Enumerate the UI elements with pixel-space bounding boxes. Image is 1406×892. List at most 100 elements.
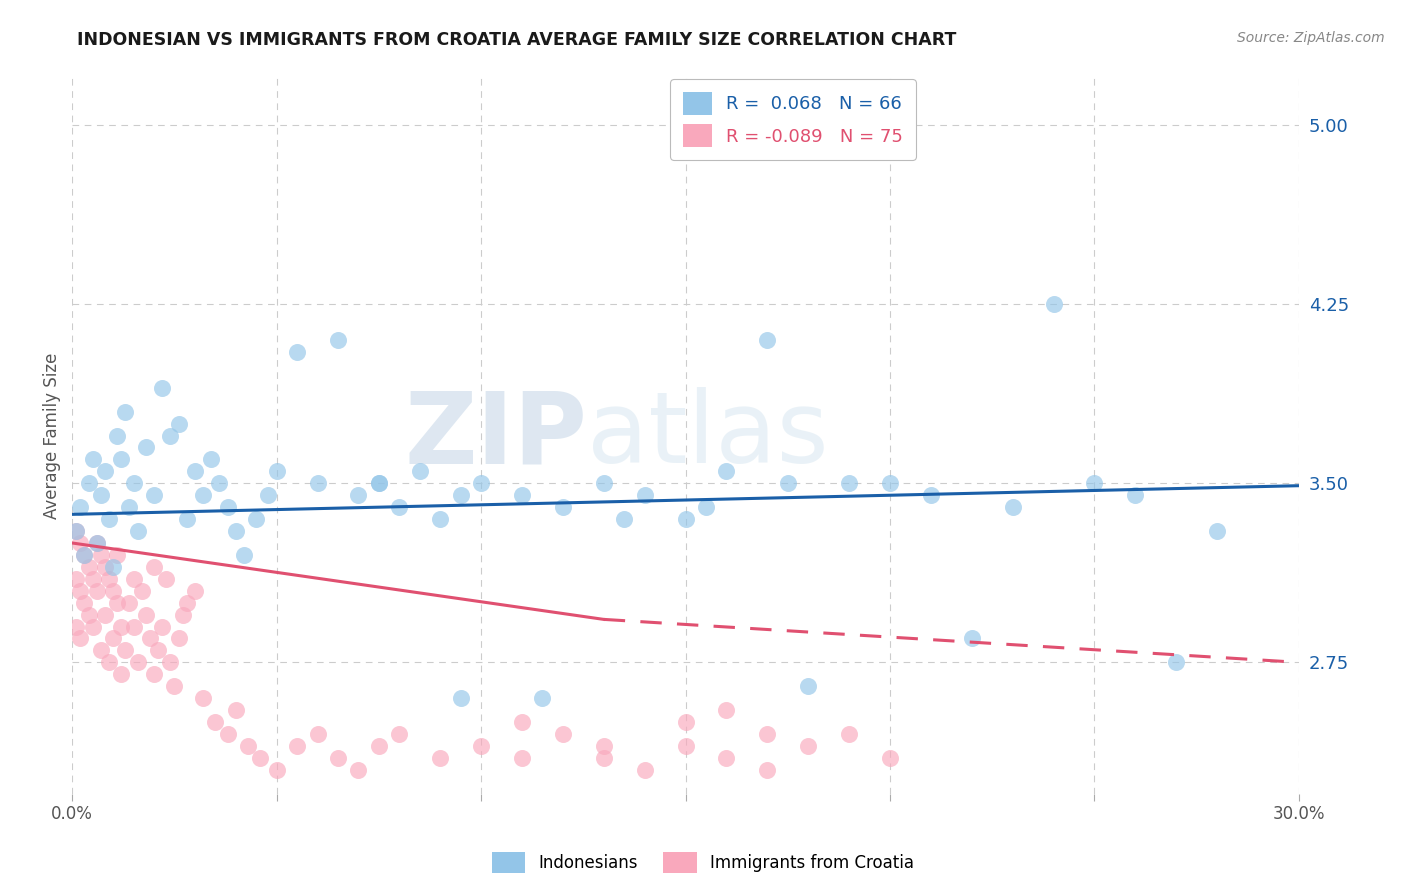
Text: Source: ZipAtlas.com: Source: ZipAtlas.com	[1237, 31, 1385, 45]
Point	[592, 751, 614, 765]
Point	[131, 583, 153, 598]
Point	[675, 512, 697, 526]
Point	[105, 548, 128, 562]
Point	[285, 739, 308, 753]
Point	[388, 727, 411, 741]
Point	[167, 632, 190, 646]
Point	[838, 727, 860, 741]
Point	[531, 691, 554, 706]
Point	[204, 714, 226, 729]
Point	[110, 667, 132, 681]
Point	[200, 452, 222, 467]
Point	[245, 512, 267, 526]
Point	[114, 405, 136, 419]
Point	[146, 643, 169, 657]
Point	[838, 476, 860, 491]
Point	[150, 619, 173, 633]
Point	[98, 572, 121, 586]
Point	[191, 488, 214, 502]
Point	[429, 751, 451, 765]
Point	[159, 428, 181, 442]
Point	[86, 536, 108, 550]
Text: INDONESIAN VS IMMIGRANTS FROM CROATIA AVERAGE FAMILY SIZE CORRELATION CHART: INDONESIAN VS IMMIGRANTS FROM CROATIA AV…	[77, 31, 956, 49]
Point	[77, 560, 100, 574]
Point	[879, 476, 901, 491]
Point	[450, 488, 472, 502]
Point	[139, 632, 162, 646]
Point	[73, 548, 96, 562]
Point	[127, 656, 149, 670]
Point	[776, 476, 799, 491]
Point	[167, 417, 190, 431]
Point	[307, 727, 329, 741]
Point	[101, 560, 124, 574]
Point	[105, 596, 128, 610]
Point	[285, 345, 308, 359]
Point	[347, 763, 370, 777]
Point	[257, 488, 280, 502]
Point	[429, 512, 451, 526]
Point	[225, 524, 247, 538]
Point	[65, 572, 87, 586]
Point	[367, 739, 389, 753]
Point	[920, 488, 942, 502]
Point	[266, 464, 288, 478]
Point	[510, 714, 533, 729]
Point	[326, 333, 349, 347]
Point	[184, 583, 207, 598]
Point	[756, 763, 779, 777]
Point	[94, 607, 117, 622]
Point	[592, 739, 614, 753]
Point	[1001, 500, 1024, 515]
Point	[756, 727, 779, 741]
Point	[86, 536, 108, 550]
Point	[90, 548, 112, 562]
Point	[217, 727, 239, 741]
Point	[159, 656, 181, 670]
Legend: Indonesians, Immigrants from Croatia: Indonesians, Immigrants from Croatia	[485, 846, 921, 880]
Point	[592, 476, 614, 491]
Point	[69, 632, 91, 646]
Point	[135, 441, 157, 455]
Point	[695, 500, 717, 515]
Point	[122, 572, 145, 586]
Point	[634, 763, 657, 777]
Point	[98, 656, 121, 670]
Point	[82, 572, 104, 586]
Point	[233, 548, 256, 562]
Point	[122, 476, 145, 491]
Point	[1123, 488, 1146, 502]
Point	[172, 607, 194, 622]
Point	[77, 607, 100, 622]
Y-axis label: Average Family Size: Average Family Size	[44, 352, 60, 519]
Point	[756, 333, 779, 347]
Point	[65, 524, 87, 538]
Point	[77, 476, 100, 491]
Point	[176, 512, 198, 526]
Point	[101, 583, 124, 598]
Text: ZIP: ZIP	[405, 387, 588, 484]
Point	[143, 560, 166, 574]
Legend: R =  0.068   N = 66, R = -0.089   N = 75: R = 0.068 N = 66, R = -0.089 N = 75	[671, 79, 915, 160]
Point	[127, 524, 149, 538]
Point	[105, 428, 128, 442]
Point	[388, 500, 411, 515]
Point	[73, 596, 96, 610]
Point	[110, 619, 132, 633]
Point	[716, 703, 738, 717]
Point	[879, 751, 901, 765]
Point	[409, 464, 432, 478]
Point	[613, 512, 636, 526]
Point	[122, 619, 145, 633]
Point	[184, 464, 207, 478]
Point	[634, 488, 657, 502]
Point	[225, 703, 247, 717]
Point	[98, 512, 121, 526]
Point	[551, 727, 574, 741]
Point	[1206, 524, 1229, 538]
Point	[82, 452, 104, 467]
Point	[326, 751, 349, 765]
Point	[163, 679, 186, 693]
Point	[551, 500, 574, 515]
Point	[73, 548, 96, 562]
